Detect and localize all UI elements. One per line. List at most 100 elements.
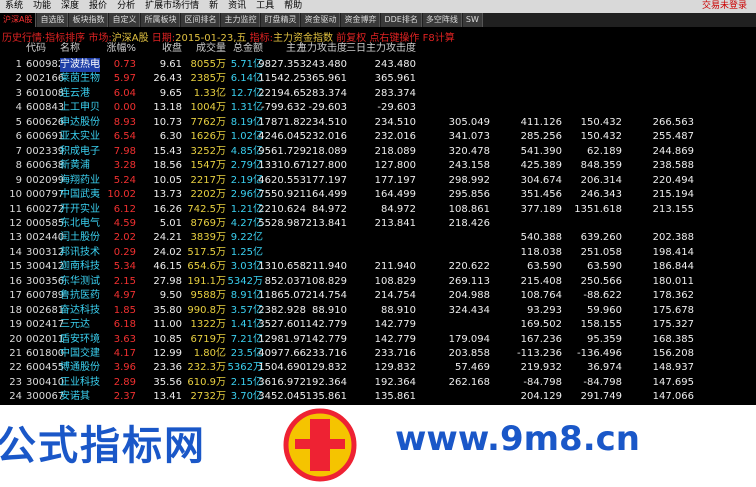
tab[interactable]: DDE排名	[381, 13, 422, 27]
table-cell: 320.478	[448, 145, 490, 157]
table-cell[interactable]: 连云港	[60, 87, 90, 99]
table-cell: 1004万	[190, 102, 226, 114]
watermark: 公式指标网 www.9m8.cn	[0, 405, 756, 487]
table-cell: 3252万	[190, 145, 226, 157]
tab[interactable]: 多空阵线	[422, 13, 462, 27]
table-cell[interactable]: 东华测试	[60, 275, 100, 287]
calc[interactable]: F8计算	[422, 33, 455, 44]
table-cell: 5.97	[113, 73, 136, 85]
table-cell: 1626万	[190, 131, 226, 143]
table-cell: 10.02	[107, 189, 136, 201]
tab[interactable]: 盯盘精灵	[261, 13, 301, 27]
table-cell[interactable]: 安诺其	[60, 391, 90, 403]
column-header[interactable]: 收盘	[162, 43, 182, 54]
adjust[interactable]: 前复权	[336, 33, 367, 44]
table-cell: 283.374	[305, 87, 347, 99]
menu-item[interactable]: 新	[209, 1, 219, 11]
menu-item[interactable]: 扩展市场行情	[145, 1, 200, 11]
table-cell[interactable]: 新黄浦	[60, 160, 90, 172]
table-cell[interactable]: 积成电子	[60, 145, 100, 157]
tab[interactable]: 板块指数	[69, 13, 109, 27]
row-index: 17	[9, 290, 22, 302]
menu-item[interactable]: 帮助	[284, 1, 303, 11]
menu-item[interactable]: 工具	[256, 1, 275, 11]
column-header[interactable]: 成交量	[196, 43, 226, 54]
tab[interactable]: 资金博弈	[341, 13, 381, 27]
tab[interactable]: SW	[462, 13, 483, 27]
table-cell: 1547万	[190, 160, 226, 172]
tab[interactable]: 主力监控	[221, 13, 261, 27]
table-cell: 46.15	[153, 261, 182, 273]
table-cell[interactable]: 上工申贝	[60, 102, 100, 114]
table-cell: 211.940	[305, 261, 347, 273]
table-cell: 118.038	[520, 246, 562, 258]
column-header[interactable]: 主力	[286, 43, 306, 54]
table-cell[interactable]: 东北电气	[60, 217, 100, 229]
column-header[interactable]: 名称	[60, 43, 80, 54]
table-cell[interactable]: 博通股份	[60, 362, 100, 374]
column-header[interactable]: 涨幅%	[106, 43, 136, 54]
column-header[interactable]: 总金额	[233, 43, 263, 54]
table-cell: 305.049	[448, 116, 490, 128]
tab[interactable]: 资金驱动	[301, 13, 341, 27]
table-cell[interactable]: 奋达科技	[60, 304, 100, 316]
tab[interactable]: 区间排名	[181, 13, 221, 27]
column-header[interactable]: 三日主力攻击度	[346, 43, 416, 54]
table-cell: 108.829	[305, 275, 347, 287]
table-cell: 88.910	[381, 304, 416, 316]
table-cell: 600272	[26, 203, 65, 215]
table-cell: 002339	[26, 145, 65, 157]
table-cell: 127.800	[374, 160, 416, 172]
table-cell[interactable]: 莱茵生物	[60, 73, 100, 85]
table-cell[interactable]: 盾安环境	[60, 333, 100, 345]
table-cell: 150.432	[580, 116, 622, 128]
table-cell: 84.972	[381, 203, 416, 215]
menu-item[interactable]: 资讯	[228, 1, 247, 11]
table-cell[interactable]: 中国交建	[60, 348, 100, 359]
table-cell: 23.5亿	[230, 348, 263, 359]
table-cell[interactable]: 亚太实业	[60, 131, 100, 143]
table-cell: 1322万	[190, 319, 226, 331]
table-cell[interactable]: 中国武夷	[60, 189, 100, 201]
market-label: 市场:	[88, 33, 112, 44]
table-cell: 742.5万	[187, 203, 226, 215]
tab[interactable]: 所属板块	[141, 13, 181, 27]
table-cell: 600455	[26, 362, 65, 374]
table-cell[interactable]: 正业科技	[60, 376, 100, 388]
table-cell: 365.961	[305, 73, 347, 85]
table-cell: 351.456	[520, 189, 562, 201]
tab[interactable]: 沪深A股	[0, 13, 37, 27]
tab[interactable]: 自选股	[37, 13, 69, 27]
menu-item[interactable]: 分析	[117, 1, 136, 11]
table-cell: 3.70亿	[230, 391, 263, 403]
table-cell[interactable]: 鲁抗医药	[60, 290, 100, 302]
login-status[interactable]: 交易未登录	[701, 1, 747, 11]
table-cell: 2.15	[113, 275, 136, 287]
menu-item[interactable]: 系统	[5, 1, 24, 11]
table-cell[interactable]: 邦讯技术	[60, 246, 100, 258]
table-cell[interactable]: 三元达	[60, 319, 90, 331]
table-cell[interactable]: 宁波热电	[60, 58, 100, 72]
row-index: 22	[9, 362, 22, 374]
tab[interactable]: 自定义	[109, 13, 141, 27]
column-header[interactable]: 主力攻击度	[297, 43, 347, 54]
table-cell[interactable]: 闰土股份	[60, 232, 100, 244]
table-cell[interactable]: 迦南科技	[60, 261, 100, 273]
table-cell[interactable]: 申达股份	[60, 116, 100, 128]
table-cell: 22194.65	[258, 87, 306, 99]
menu-item[interactable]: 报价	[89, 1, 108, 11]
table-cell[interactable]: 海翔药业	[60, 174, 100, 186]
table-cell: 18.56	[153, 160, 182, 172]
table-cell: 204.988	[448, 290, 490, 302]
table-cell: 10.85	[153, 333, 182, 345]
table-cell: 57.469	[455, 362, 490, 374]
table-cell: 300356	[26, 275, 65, 287]
table-cell: 2732万	[190, 391, 226, 403]
table-cell[interactable]: 开开实业	[60, 203, 100, 215]
table-cell: 425.389	[520, 160, 562, 172]
menu-item[interactable]: 深度	[61, 1, 80, 11]
column-header[interactable]: 代码	[26, 43, 46, 54]
table-cell: 2.89	[113, 376, 136, 388]
menu-item[interactable]: 功能	[33, 1, 52, 11]
quote-screen: 历史行情·指标排序 市场:沪深A股 日期:2015-01-23,五 指标:主力资…	[0, 27, 756, 405]
